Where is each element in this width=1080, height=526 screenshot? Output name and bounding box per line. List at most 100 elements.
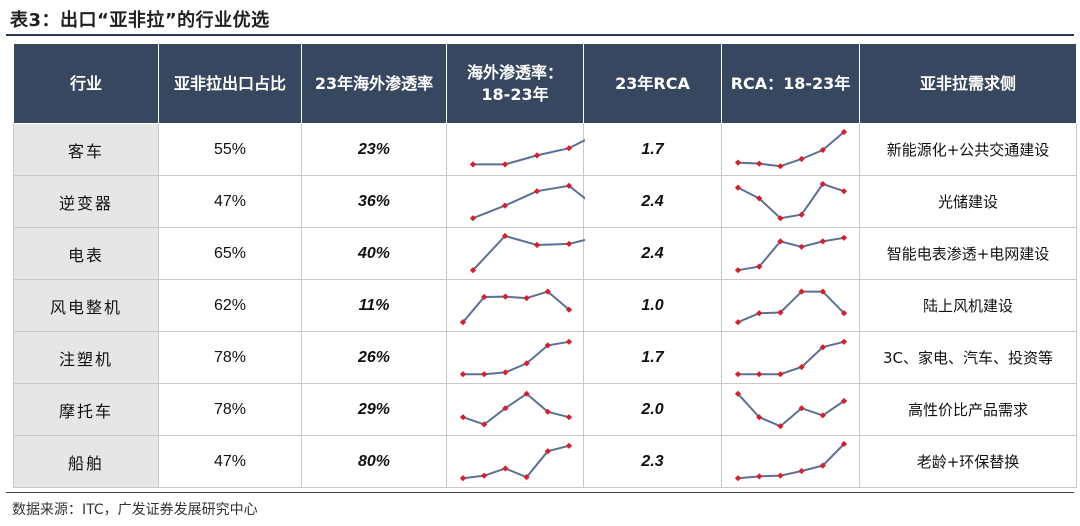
demand-cell: 高性价比产品需求: [859, 383, 1077, 436]
rca-sparkline-point: [777, 163, 784, 170]
industry-table: 行业 亚非拉出口占比 23年海外渗透率 海外渗透率：18-23年 23年RCA …: [13, 43, 1077, 488]
penetration-sparkline-line: [463, 340, 570, 376]
penetration-trend-cell: [446, 383, 584, 436]
rca-sparkline-point: [819, 238, 826, 245]
table-row: 风电整机 62% 11% 1.0 陆上风机建设: [13, 279, 1077, 332]
header-demand: 亚非拉需求侧: [859, 43, 1077, 124]
page-title: 表3：出口“亚非拉”的行业优选: [10, 10, 270, 31]
rca-sparkline-point: [798, 243, 805, 250]
demand-cell: 3C、家电、汽车、投资等: [859, 331, 1077, 384]
rca-23-cell: 1.7: [583, 331, 722, 384]
rca-sparkline-point: [734, 267, 742, 274]
penetration-23-cell: 36%: [301, 175, 447, 228]
penetration-sparkline-point: [533, 152, 541, 159]
table-row: 电表 65% 40% 2.4 智能电表渗透+电网建设: [13, 227, 1077, 280]
rca-sparkline-point: [798, 288, 805, 295]
penetration-23-cell: 40%: [301, 227, 447, 280]
export-share-cell: 62%: [158, 279, 302, 332]
penetration-sparkline-point: [533, 188, 541, 195]
penetration-23-cell: 29%: [301, 383, 447, 436]
penetration-sparkline-line: [472, 184, 585, 220]
penetration-trend-cell: [446, 123, 585, 176]
rca-trend-cell: [721, 331, 860, 384]
penetration-sparkline-point: [502, 293, 509, 300]
header-rca-23: 23年RCA: [583, 43, 722, 124]
industry-cell: 电表: [13, 227, 159, 280]
penetration-sparkline-point: [502, 369, 509, 376]
rca-23-cell: 2.0: [583, 383, 722, 436]
rca-sparkline-point: [777, 472, 784, 479]
penetration-sparkline-point: [469, 215, 477, 222]
export-share-cell: 47%: [158, 175, 302, 228]
industry-cell: 摩托车: [13, 383, 159, 436]
rca-sparkline-point: [756, 371, 763, 378]
source-note: 数据来源：ITC，广发证券发展研究中心: [12, 502, 258, 518]
penetration-sparkline-line: [462, 392, 570, 426]
rca-sparkline-point: [734, 475, 742, 482]
rca-sparkline-point: [840, 338, 848, 345]
rca-sparkline: [734, 390, 848, 430]
rca-trend-cell: [721, 175, 860, 228]
rca-sparkline: [734, 338, 848, 378]
penetration-23-cell: 23%: [301, 123, 447, 176]
export-share-cell: 47%: [158, 435, 302, 488]
penetration-sparkline-point: [481, 371, 488, 378]
industry-cell: 船舶: [13, 435, 159, 488]
penetration-sparkline-point: [469, 161, 477, 168]
title-rule: [6, 34, 1074, 36]
penetration-sparkline: [459, 442, 573, 482]
table-row: 船舶 47% 80% 2.3 老龄+环保替换: [13, 435, 1077, 488]
rca-sparkline-line: [737, 290, 845, 324]
rca-trend-cell: [721, 227, 860, 280]
penetration-sparkline-point: [523, 294, 530, 302]
rca-sparkline: [734, 128, 848, 170]
header-penetration-trend: 海外渗透率：18-23年: [446, 43, 584, 124]
penetration-sparkline-point: [565, 442, 573, 449]
rca-23-cell: 1.0: [583, 279, 722, 332]
penetration-trend-cell: [446, 227, 585, 280]
rca-trend-cell: [721, 279, 860, 332]
industry-cell: 逆变器: [13, 175, 159, 228]
industry-cell: 注塑机: [13, 331, 159, 384]
penetration-sparkline-point: [565, 240, 573, 248]
penetration-trend-cell: [446, 175, 585, 228]
header-penetration-23: 23年海外渗透率: [301, 43, 447, 124]
penetration-sparkline-point: [501, 202, 509, 209]
penetration-sparkline-point: [501, 232, 509, 240]
penetration-sparkline: [459, 288, 573, 326]
demand-cell: 老龄+环保替换: [859, 435, 1077, 488]
penetration-23-cell: 26%: [301, 331, 447, 384]
rca-sparkline-point: [756, 473, 763, 480]
penetration-23-cell: 11%: [301, 279, 447, 332]
rca-23-cell: 2.4: [583, 175, 722, 228]
penetration-sparkline-point: [502, 465, 509, 472]
rca-sparkline: [734, 288, 848, 326]
demand-cell: 光储建设: [859, 175, 1077, 228]
rca-sparkline-point: [734, 371, 742, 378]
export-share-cell: 78%: [158, 383, 302, 436]
penetration-sparkline-point: [481, 472, 488, 479]
rca-trend-cell: [721, 435, 860, 488]
table-row: 逆变器 47% 36% 2.4 光储建设: [13, 175, 1077, 228]
penetration-trend-cell: [446, 279, 584, 332]
demand-cell: 智能电表渗透+电网建设: [859, 227, 1077, 280]
export-share-cell: 55%: [158, 123, 302, 176]
table-row: 客车 55% 23% 1.7 新能源化+公共交通建设: [13, 123, 1077, 176]
rca-23-cell: 2.3: [583, 435, 722, 488]
penetration-23-cell: 80%: [301, 435, 447, 488]
rca-sparkline-line: [737, 443, 845, 480]
rca-sparkline-line: [737, 393, 845, 428]
penetration-sparkline-point: [501, 161, 509, 168]
rca-trend-cell: [721, 123, 860, 176]
rca-sparkline: [734, 180, 848, 222]
export-share-cell: 78%: [158, 331, 302, 384]
penetration-sparkline-point: [459, 414, 467, 421]
rca-sparkline-point: [840, 234, 848, 241]
rca-sparkline-point: [734, 319, 742, 326]
penetration-sparkline: [459, 390, 573, 428]
penetration-sparkline-point: [533, 241, 541, 249]
penetration-trend-cell: [446, 435, 584, 488]
penetration-sparkline: [469, 138, 585, 168]
header-industry: 行业: [13, 43, 159, 124]
penetration-sparkline-point: [565, 414, 573, 421]
